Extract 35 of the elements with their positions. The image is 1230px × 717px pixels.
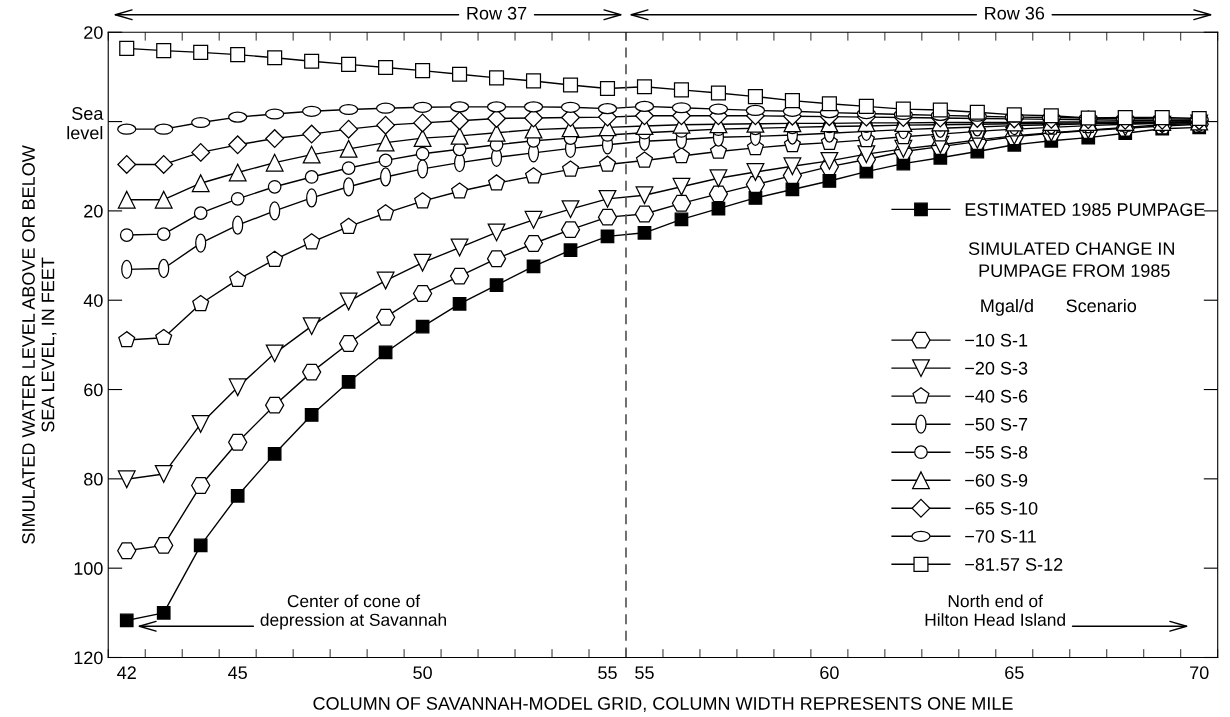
legend-label: −70 S-11	[965, 530, 1036, 543]
legend-label: −10 S-1	[965, 333, 1028, 347]
x-tick-label: 50	[413, 666, 432, 680]
legend-title: SIMULATED CHANGE IN PUMPAGE FROM 1985	[968, 242, 1174, 278]
y-tick-label: 40	[83, 294, 103, 307]
y-axis-title: SIMULATED WATER LEVEL ABOVE OR BELOW SEA LEVEL, IN FEET	[22, 145, 57, 544]
annotation: Mgal/d	[981, 298, 1033, 316]
x-tick-label: 65	[1005, 666, 1024, 680]
y-tick-label: 20	[84, 26, 103, 39]
legend-label: −20 S-3	[965, 361, 1028, 375]
legend-label: −40 S-6	[965, 389, 1028, 403]
y-tick-label: 60	[84, 383, 103, 397]
text: Row 36	[985, 6, 1045, 20]
x-tick-label: 55	[598, 666, 617, 680]
legend-label: ESTIMATED 1985 PUMPAGE	[965, 203, 1205, 216]
legend-label: −65 S-10	[965, 501, 1038, 515]
legend-label: −81.57 S-12	[965, 558, 1063, 571]
y-tick-label: Sea level	[67, 107, 104, 140]
annotation: North end of Hilton Head Island	[925, 594, 1065, 626]
legend-label: −50 S-7	[965, 417, 1028, 431]
text: Row 37	[467, 6, 527, 20]
x-tick-label: 70	[1190, 666, 1209, 680]
y-tick-label: 120	[74, 651, 103, 665]
annotation: Scenario	[1066, 298, 1137, 313]
y-tick-label: 20	[84, 204, 103, 218]
y-tick-label: 80	[84, 472, 103, 486]
y-tick-label: 100	[74, 562, 103, 575]
x-tick-label: 55	[635, 666, 654, 680]
x-axis-title: COLUMN OF SAVANNAH-MODEL GRID, COLUMN WIDTH REPRESENTS ONE MILE	[313, 697, 1013, 712]
x-tick-label: 42	[117, 666, 136, 679]
x-tick-label: 45	[228, 666, 247, 680]
annotation: Center of cone of depression at Savannah	[260, 594, 446, 630]
x-tick-label: 60	[820, 666, 839, 680]
legend-label: −55 S-8	[965, 445, 1028, 459]
legend-label: −60 S-9	[965, 473, 1028, 487]
